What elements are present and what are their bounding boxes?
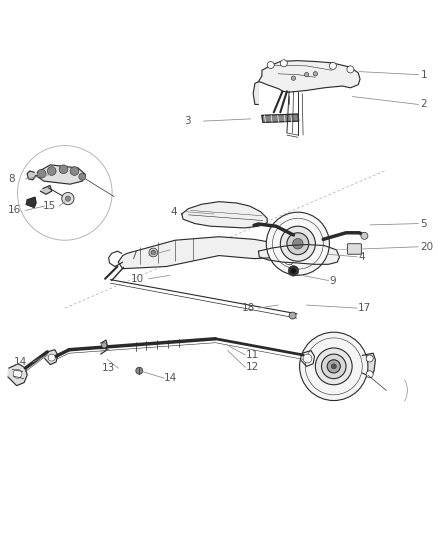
Polygon shape — [45, 350, 58, 365]
Text: 17: 17 — [358, 303, 371, 313]
Circle shape — [287, 233, 309, 255]
Circle shape — [291, 268, 296, 273]
Circle shape — [288, 265, 299, 276]
Polygon shape — [40, 185, 52, 194]
Text: 4: 4 — [170, 207, 177, 217]
Circle shape — [300, 332, 368, 400]
Circle shape — [315, 348, 352, 385]
Circle shape — [366, 355, 373, 362]
Circle shape — [149, 248, 158, 257]
Circle shape — [70, 167, 79, 175]
Circle shape — [331, 364, 336, 369]
Circle shape — [280, 226, 315, 261]
Polygon shape — [258, 61, 360, 92]
Polygon shape — [262, 114, 299, 123]
Polygon shape — [27, 171, 36, 180]
Circle shape — [329, 62, 336, 69]
Circle shape — [327, 360, 340, 373]
Circle shape — [47, 167, 56, 175]
Polygon shape — [101, 340, 107, 354]
Circle shape — [136, 367, 143, 374]
Circle shape — [59, 165, 68, 174]
Text: 16: 16 — [8, 205, 21, 215]
Circle shape — [102, 343, 107, 348]
Circle shape — [37, 169, 46, 178]
Circle shape — [13, 369, 22, 378]
Text: 20: 20 — [420, 242, 434, 252]
Circle shape — [48, 354, 55, 361]
Text: 10: 10 — [131, 274, 144, 284]
Circle shape — [366, 371, 373, 378]
Text: 9: 9 — [329, 276, 336, 286]
Text: 3: 3 — [184, 116, 191, 126]
Polygon shape — [258, 245, 339, 264]
Text: 2: 2 — [420, 100, 427, 109]
Circle shape — [347, 66, 354, 73]
Circle shape — [62, 192, 74, 205]
Circle shape — [303, 354, 312, 363]
Text: 8: 8 — [8, 174, 14, 184]
Polygon shape — [301, 351, 314, 366]
Circle shape — [79, 173, 86, 180]
Circle shape — [267, 61, 274, 69]
Polygon shape — [182, 201, 267, 228]
Circle shape — [361, 232, 368, 239]
Polygon shape — [253, 82, 258, 104]
Polygon shape — [362, 353, 375, 377]
Text: 18: 18 — [242, 303, 255, 313]
Circle shape — [151, 251, 155, 255]
Text: 4: 4 — [358, 252, 365, 262]
Text: 15: 15 — [43, 201, 56, 211]
Polygon shape — [118, 237, 280, 269]
Text: 12: 12 — [246, 362, 259, 372]
Text: 11: 11 — [246, 350, 259, 360]
FancyBboxPatch shape — [347, 244, 361, 254]
Text: 1: 1 — [420, 70, 427, 79]
Circle shape — [266, 212, 329, 275]
Circle shape — [304, 72, 309, 77]
Polygon shape — [36, 165, 85, 184]
Circle shape — [280, 60, 287, 67]
Polygon shape — [8, 364, 27, 386]
Text: 13: 13 — [102, 363, 115, 373]
Circle shape — [321, 354, 346, 378]
Polygon shape — [26, 197, 36, 207]
Text: 14: 14 — [164, 373, 177, 383]
Text: 5: 5 — [420, 219, 427, 229]
Circle shape — [291, 76, 296, 80]
Circle shape — [65, 196, 71, 201]
Circle shape — [293, 238, 303, 249]
Text: 14: 14 — [14, 357, 27, 367]
Circle shape — [313, 71, 318, 76]
Circle shape — [289, 312, 296, 319]
Text: 7: 7 — [131, 251, 137, 261]
